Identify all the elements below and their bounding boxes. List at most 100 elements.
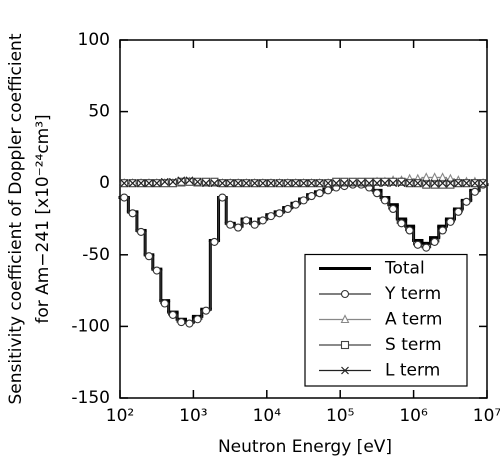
marker-x: [454, 179, 463, 188]
marker-square: [177, 177, 186, 186]
plot-frame: [119, 39, 488, 399]
marker-circle: [291, 200, 300, 209]
marker-circle: [470, 187, 479, 196]
marker-circle: [185, 319, 194, 328]
marker-x: [160, 177, 169, 186]
marker-square: [160, 179, 169, 188]
marker-circle: [177, 318, 186, 327]
marker-circle: [438, 226, 447, 235]
marker-circle: [315, 189, 324, 198]
marker-circle: [120, 193, 129, 202]
marker-square: [348, 177, 357, 186]
marker-square: [397, 177, 406, 186]
marker-circle: [454, 207, 463, 216]
marker-circle: [210, 237, 219, 246]
marker-x: [373, 179, 381, 188]
marker-square: [201, 177, 211, 186]
marker-circle: [405, 226, 414, 235]
marker-square: [185, 177, 194, 186]
marker-x: [422, 179, 431, 188]
y-tick-label: 50: [88, 102, 110, 122]
marker-square: [389, 177, 398, 186]
marker-square: [430, 180, 439, 189]
marker-x: [202, 179, 210, 188]
marker-x: [218, 179, 227, 188]
marker-x: [397, 179, 406, 188]
marker-x: [234, 179, 243, 188]
marker-circle: [422, 243, 431, 252]
marker-square: [438, 180, 447, 189]
legend-label: A term: [385, 310, 442, 330]
marker-x: [446, 179, 455, 188]
marker-x: [365, 179, 374, 188]
x-tick-label: 10⁴: [253, 406, 282, 426]
marker-circle: [324, 186, 333, 195]
marker-circle: [201, 306, 211, 315]
marker-circle: [168, 310, 177, 319]
marker-x: [210, 179, 219, 188]
y-tick-label: -100: [71, 316, 110, 336]
marker-x: [299, 179, 308, 188]
marker-square: [340, 177, 349, 186]
marker-x: [152, 179, 161, 188]
marker-circle: [413, 240, 422, 249]
legend-box: [304, 253, 468, 387]
marker-x: [413, 179, 422, 188]
marker-circle: [218, 193, 227, 202]
marker-x: [389, 179, 398, 188]
x-tick-label: 10⁵: [326, 406, 354, 426]
marker-triangle: [340, 314, 350, 324]
legend-label: Total: [384, 259, 425, 279]
marker-x: [168, 177, 177, 186]
marker-x: [315, 179, 324, 188]
x-tick-label: 10⁷: [473, 406, 500, 426]
marker-square: [380, 177, 389, 186]
marker-square: [372, 177, 382, 186]
y-axis-label: Sensitivity coefficient of Doppler coeff…: [6, 33, 26, 404]
marker-x: [332, 179, 341, 188]
marker-circle: [275, 209, 284, 218]
legend-label: S term: [385, 335, 442, 355]
marker-x: [381, 179, 389, 188]
marker-circle: [258, 216, 267, 225]
y-axis-label: for Am−241 [x10⁻²⁴cm³]: [33, 114, 53, 323]
marker-x: [324, 179, 333, 188]
marker-circle: [234, 223, 243, 232]
legend-label: L term: [385, 361, 440, 381]
marker-circle: [340, 289, 350, 299]
marker-x: [275, 179, 284, 188]
marker-x: [340, 179, 349, 188]
marker-x: [250, 179, 259, 188]
x-axis-label: Neutron Energy [eV]: [218, 437, 392, 457]
x-tick-label: 10³: [179, 406, 207, 426]
marker-square: [365, 177, 374, 186]
marker-x: [462, 179, 471, 188]
marker-circle: [250, 220, 259, 229]
marker-triangle: [430, 172, 440, 182]
marker-x: [438, 179, 447, 188]
marker-x: [193, 177, 202, 186]
marker-x: [137, 179, 145, 188]
marker-x: [267, 179, 275, 188]
marker-square: [446, 180, 455, 189]
marker-circle: [430, 237, 439, 246]
marker-x: [242, 179, 251, 188]
marker-x: [258, 179, 267, 188]
marker-square: [168, 179, 177, 188]
y-tick-label: -50: [82, 245, 110, 265]
marker-circle: [152, 266, 161, 275]
marker-x: [185, 176, 194, 185]
y-tick-label: 100: [78, 30, 110, 50]
marker-circle: [266, 212, 276, 221]
marker-circle: [372, 189, 382, 198]
marker-circle: [462, 197, 471, 206]
marker-circle: [283, 204, 292, 214]
marker-x: [177, 176, 186, 185]
marker-circle: [242, 216, 251, 225]
marker-x: [470, 179, 479, 188]
y-tick-label: -150: [71, 388, 110, 408]
marker-circle: [193, 315, 202, 324]
marker-x: [479, 179, 487, 188]
marker-x: [283, 179, 292, 188]
marker-x: [128, 179, 137, 188]
